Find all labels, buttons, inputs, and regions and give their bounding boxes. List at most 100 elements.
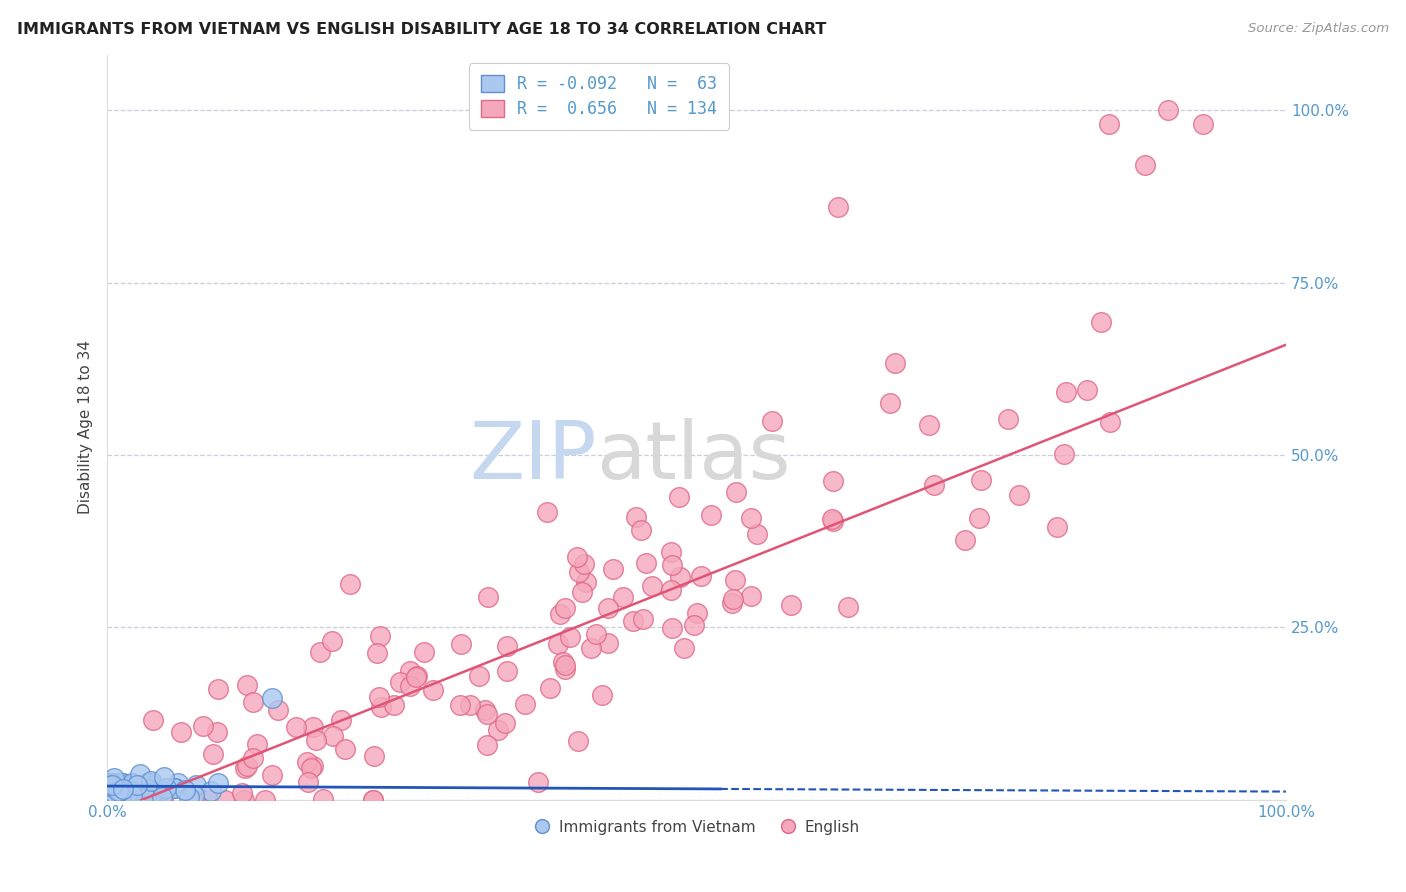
Point — [142, 785, 165, 799]
Point — [745, 527, 768, 541]
Point — [236, 759, 259, 773]
Point — [104, 777, 127, 791]
Point — [1098, 117, 1121, 131]
Point — [191, 719, 214, 733]
Point — [121, 775, 143, 789]
Point — [821, 512, 844, 526]
Point — [661, 621, 683, 635]
Point — [297, 775, 319, 789]
Point — [690, 569, 713, 583]
Point — [233, 761, 256, 775]
Point — [173, 783, 195, 797]
Point — [382, 698, 405, 713]
Legend: Immigrants from Vietnam, English: Immigrants from Vietnam, English — [527, 814, 866, 840]
Y-axis label: Disability Age 18 to 34: Disability Age 18 to 34 — [79, 341, 93, 515]
Point — [581, 640, 603, 655]
Point — [879, 395, 901, 409]
Point — [700, 508, 723, 522]
Point — [568, 565, 591, 579]
Point — [142, 713, 165, 727]
Point — [821, 474, 844, 488]
Point — [124, 781, 146, 796]
Point — [641, 579, 664, 593]
Point — [406, 669, 429, 683]
Point — [201, 747, 224, 762]
Point — [104, 780, 127, 795]
Point — [602, 562, 624, 576]
Point — [467, 668, 489, 682]
Point — [997, 412, 1019, 426]
Point — [235, 678, 257, 692]
Point — [554, 661, 576, 675]
Point — [108, 775, 131, 789]
Point — [538, 681, 561, 696]
Point — [295, 755, 318, 769]
Point — [837, 600, 859, 615]
Point — [1192, 117, 1215, 131]
Point — [475, 739, 498, 753]
Point — [1098, 415, 1121, 429]
Point — [97, 775, 120, 789]
Point — [97, 789, 120, 804]
Point — [260, 768, 283, 782]
Point — [335, 741, 357, 756]
Point — [740, 511, 762, 525]
Point — [339, 576, 361, 591]
Point — [114, 783, 136, 797]
Text: IMMIGRANTS FROM VIETNAM VS ENGLISH DISABILITY AGE 18 TO 34 CORRELATION CHART: IMMIGRANTS FROM VIETNAM VS ENGLISH DISAB… — [17, 22, 827, 37]
Point — [232, 793, 254, 807]
Point — [110, 793, 132, 807]
Point — [636, 557, 658, 571]
Point — [305, 732, 328, 747]
Point — [367, 690, 389, 704]
Point — [166, 775, 188, 789]
Point — [661, 558, 683, 572]
Point — [1054, 384, 1077, 399]
Point — [565, 549, 588, 564]
Point — [669, 570, 692, 584]
Point — [121, 777, 143, 791]
Point — [405, 670, 427, 684]
Point — [107, 775, 129, 789]
Point — [1133, 159, 1156, 173]
Point — [302, 720, 325, 734]
Point — [659, 544, 682, 558]
Point — [135, 775, 157, 789]
Text: ZIP: ZIP — [470, 418, 596, 496]
Point — [246, 737, 269, 751]
Point — [152, 793, 174, 807]
Point — [98, 779, 121, 793]
Point — [554, 657, 576, 672]
Point — [513, 698, 536, 712]
Point — [422, 683, 444, 698]
Point — [121, 788, 143, 802]
Point — [474, 703, 496, 717]
Point — [150, 782, 173, 797]
Point — [104, 775, 127, 789]
Point — [200, 784, 222, 798]
Point — [267, 703, 290, 717]
Point — [585, 627, 607, 641]
Point — [143, 793, 166, 807]
Point — [953, 533, 976, 547]
Point — [389, 674, 412, 689]
Point — [98, 778, 121, 792]
Point — [183, 788, 205, 802]
Point — [526, 775, 548, 789]
Point — [621, 614, 644, 628]
Point — [598, 601, 620, 615]
Point — [186, 778, 208, 792]
Point — [107, 783, 129, 797]
Point — [104, 780, 127, 794]
Point — [141, 793, 163, 807]
Point — [1076, 383, 1098, 397]
Point — [103, 786, 125, 800]
Point — [112, 781, 135, 796]
Point — [554, 601, 576, 615]
Point — [917, 417, 939, 432]
Point — [1157, 103, 1180, 118]
Point — [101, 784, 124, 798]
Point — [1046, 520, 1069, 534]
Point — [567, 733, 589, 747]
Point — [131, 778, 153, 792]
